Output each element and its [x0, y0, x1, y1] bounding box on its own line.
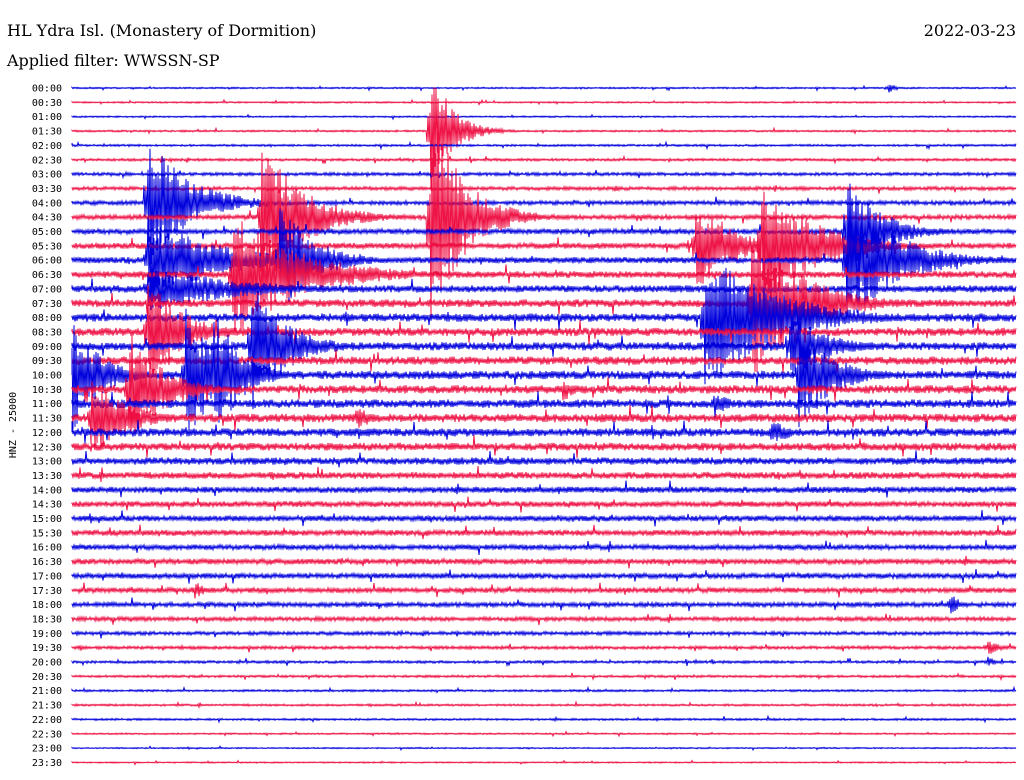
trace-row-0230 — [71, 154, 1017, 165]
tick-label-1600: 16:00 — [32, 543, 62, 554]
tick-label-1030: 10:30 — [32, 385, 62, 396]
tick-label-2000: 20:00 — [32, 658, 62, 669]
trace-row-1900 — [71, 629, 1017, 639]
date-label: 2022-03-23 — [924, 21, 1016, 40]
tick-label-1700: 17:00 — [32, 571, 62, 582]
trace-row-1130 — [71, 381, 1017, 450]
tick-label-2130: 21:30 — [32, 701, 62, 712]
tick-label-0830: 08:30 — [32, 327, 62, 338]
tick-label-1130: 11:30 — [32, 414, 62, 425]
trace-row-1200 — [71, 420, 1017, 444]
trace-row-0830 — [71, 284, 1017, 375]
trace-row-1830 — [71, 613, 1017, 626]
trace-row-1030 — [71, 335, 1017, 436]
tick-label-0100: 01:00 — [32, 112, 62, 123]
tick-label-0630: 06:30 — [32, 270, 62, 281]
trace-row-0030 — [71, 98, 1017, 107]
trace-row-1230 — [71, 435, 1017, 458]
trace-row-2300 — [71, 745, 1017, 752]
tick-label-2330: 23:30 — [32, 758, 62, 769]
trace-row-1500 — [71, 509, 1017, 527]
trace-row-1700 — [71, 569, 1017, 584]
tick-label-2200: 22:00 — [32, 715, 62, 726]
tick-label-0000: 00:00 — [32, 84, 62, 95]
tick-label-1730: 17:30 — [32, 586, 62, 597]
tick-label-2300: 23:00 — [32, 744, 62, 755]
trace-row-1730 — [71, 582, 1017, 599]
tick-label-0730: 07:30 — [32, 299, 62, 310]
tick-label-0530: 05:30 — [32, 241, 62, 252]
trace-row-2330 — [71, 759, 1017, 766]
tick-label-2100: 21:00 — [32, 686, 62, 697]
trace-row-0400 — [71, 148, 1017, 265]
trace-row-2030 — [71, 672, 1017, 682]
tick-label-1500: 15:00 — [32, 514, 62, 525]
trace-row-0300 — [71, 169, 1017, 180]
tick-label-0400: 04:00 — [32, 198, 62, 209]
tick-label-1300: 13:00 — [32, 457, 62, 468]
trace-row-1300 — [71, 450, 1017, 468]
trace-row-0730 — [71, 241, 1017, 373]
trace-row-1330 — [71, 465, 1017, 483]
trace-row-1630 — [71, 555, 1017, 569]
trace-row-0500 — [71, 183, 1017, 290]
trace-row-0200 — [71, 140, 1017, 151]
trace-row-0100 — [71, 113, 1017, 121]
tick-label-0800: 08:00 — [32, 313, 62, 324]
filter-label: Applied filter: WWSSN-SP — [6, 51, 220, 70]
tick-label-0900: 09:00 — [32, 342, 62, 353]
tick-label-0200: 02:00 — [32, 141, 62, 152]
tick-label-2230: 22:30 — [32, 729, 62, 740]
tick-label-0430: 04:30 — [32, 213, 62, 224]
tick-label-1930: 19:30 — [32, 643, 62, 654]
tick-label-0030: 00:30 — [32, 98, 62, 109]
tick-label-0230: 02:30 — [32, 155, 62, 166]
tick-label-0930: 09:30 — [32, 356, 62, 367]
tick-label-1400: 14:00 — [32, 485, 62, 496]
trace-row-1430 — [71, 496, 1017, 513]
trace-row-0330 — [71, 184, 1017, 194]
trace-row-2230 — [71, 730, 1017, 738]
trace-row-0000 — [71, 84, 1017, 93]
tick-label-1330: 13:30 — [32, 471, 62, 482]
tick-label-2030: 20:30 — [32, 672, 62, 683]
tick-label-1530: 15:30 — [32, 528, 62, 539]
station-title: HL Ydra Isl. (Monastery of Dormition) — [7, 21, 316, 40]
tick-label-0130: 01:30 — [32, 127, 62, 138]
trace-row-2130 — [71, 700, 1017, 710]
tick-label-1900: 19:00 — [32, 629, 62, 640]
tick-label-0500: 05:00 — [32, 227, 62, 238]
trace-row-2100 — [71, 685, 1017, 694]
trace-row-1800 — [71, 596, 1017, 614]
time-tick-labels: 00:00 00:30 01:00 01:30 02:00 02:30 03:00 03:30… — [32, 84, 62, 769]
trace-row-2000 — [71, 656, 1017, 668]
tick-label-1430: 14:30 — [32, 500, 62, 511]
tick-label-0330: 03:30 — [32, 184, 62, 195]
tick-label-0300: 03:00 — [32, 170, 62, 181]
trace-row-1000 — [71, 308, 1017, 430]
trace-row-0700 — [71, 270, 1017, 311]
y-axis-label: HNZ - 25000 — [8, 392, 19, 458]
seismogram-traces — [71, 84, 1017, 766]
trace-row-1530 — [71, 524, 1017, 540]
tick-label-0600: 06:00 — [32, 256, 62, 267]
trace-row-1930 — [71, 641, 1017, 654]
tick-label-1800: 18:00 — [32, 600, 62, 611]
tick-label-1630: 16:30 — [32, 557, 62, 568]
trace-row-1400 — [71, 480, 1017, 498]
trace-row-1600 — [71, 539, 1017, 555]
tick-label-1200: 12:00 — [32, 428, 62, 439]
tick-label-1100: 11:00 — [32, 399, 62, 410]
tick-label-0700: 07:00 — [32, 284, 62, 295]
tick-label-1830: 18:30 — [32, 614, 62, 625]
trace-row-2200 — [71, 714, 1017, 724]
trace-row-1100 — [71, 391, 1017, 419]
tick-label-1000: 10:00 — [32, 371, 62, 382]
tick-label-1230: 12:30 — [32, 442, 62, 453]
trace-row-0130 — [71, 87, 1017, 190]
trace-row-0800 — [71, 267, 1017, 385]
trace-row-0630 — [71, 221, 1017, 336]
